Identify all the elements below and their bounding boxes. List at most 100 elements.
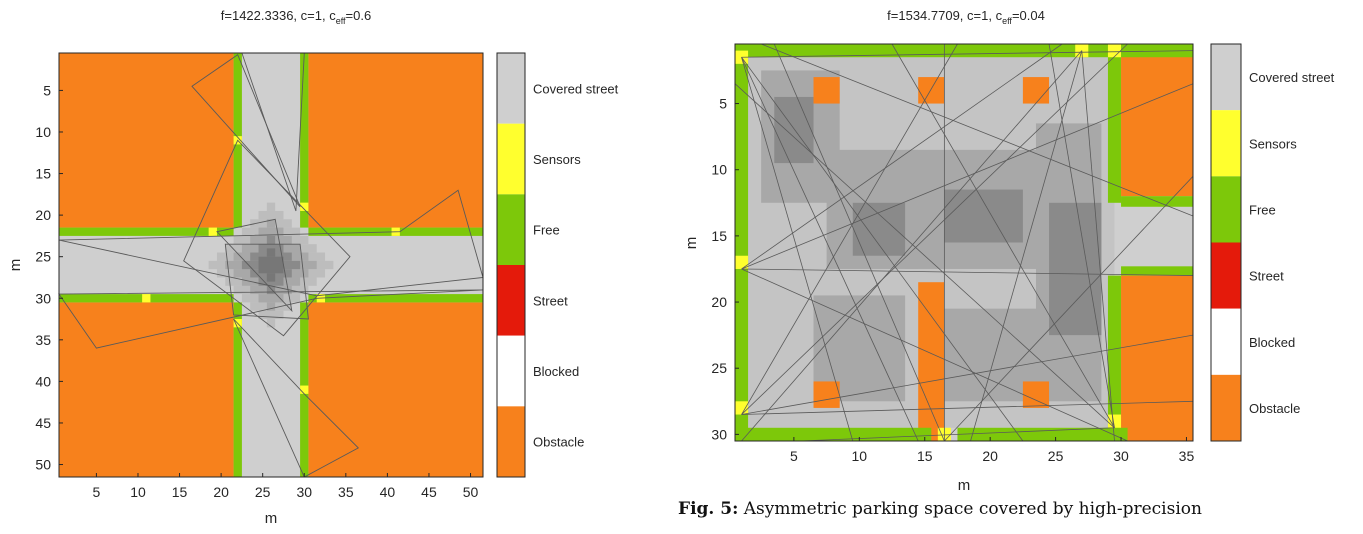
left-coverage-cell (259, 257, 284, 265)
left-free-border (308, 294, 483, 302)
caption-text: Asymmetric parking space covered by high… (738, 499, 1202, 519)
right-parking-strip (918, 282, 944, 441)
left-y-axis-label: m (7, 259, 24, 272)
left-sensor (142, 294, 150, 302)
right-colorbar: Covered street Sensors Free Street Blocked Ob… (1211, 44, 1335, 441)
right-free-border (1121, 266, 1193, 275)
colorbar-label: Street (533, 293, 568, 308)
left-obstacle-se (308, 302, 483, 477)
right-coverage-cell (1049, 203, 1101, 335)
colorbar-segment (1211, 110, 1241, 176)
left-coverage-cell (259, 265, 284, 273)
x-tick-label: 10 (852, 448, 868, 464)
right-free-border (735, 428, 931, 441)
left-colorbar: Covered street Sensors Free Street Blocked Ob… (497, 53, 619, 477)
colorbar-segment (497, 124, 525, 195)
y-tick-label: 35 (35, 332, 51, 348)
right-sensor (1108, 44, 1121, 57)
right-free-border (1108, 44, 1121, 203)
colorbar-label: Covered street (1249, 70, 1335, 85)
x-tick-label: 35 (338, 484, 354, 500)
right-parking-obstacle (1023, 77, 1049, 103)
right-coverage-cell (944, 190, 1023, 243)
colorbar-label: Sensors (1249, 136, 1297, 151)
right-heatmap-figure: f=1534.7709, c=1, ceff=0.04 5 10 15 20 25 30 3… (670, 0, 1363, 500)
colorbar-segment (497, 265, 525, 336)
y-tick-label: 10 (711, 162, 727, 178)
y-tick-label: 5 (719, 96, 727, 112)
colorbar-segment (497, 53, 525, 124)
y-tick-label: 30 (35, 290, 51, 306)
right-parking-obstacle (814, 381, 840, 407)
right-obstacle-ne (1121, 44, 1193, 196)
colorbar-label: Blocked (533, 364, 579, 379)
left-free-border (59, 228, 234, 236)
left-coverage-cell (267, 236, 275, 244)
y-tick-label: 10 (35, 124, 51, 140)
y-tick-label: 20 (35, 207, 51, 223)
y-tick-label: 45 (35, 415, 51, 431)
x-tick-label: 25 (1048, 448, 1064, 464)
y-tick-label: 20 (711, 294, 727, 310)
right-y-axis-label: m (683, 237, 700, 250)
x-tick-label: 30 (1113, 448, 1129, 464)
left-sensor (300, 386, 308, 394)
colorbar-label: Obstacle (1249, 401, 1300, 416)
x-tick-label: 50 (463, 484, 479, 500)
x-tick-label: 10 (130, 484, 146, 500)
colorbar-label: Sensors (533, 152, 581, 167)
colorbar-segment (1211, 176, 1241, 242)
right-obstacle-se (1121, 276, 1193, 441)
y-tick-label: 15 (711, 228, 727, 244)
colorbar-segment (497, 194, 525, 265)
left-coverage-cell (267, 248, 275, 256)
colorbar-label: Street (1249, 269, 1284, 284)
left-coverage-cell (267, 203, 275, 211)
right-sensor (735, 401, 748, 414)
y-tick-label: 50 (35, 457, 51, 473)
figure-caption: Fig. 5: Asymmetric parking space covered… (678, 499, 1358, 519)
x-tick-label: 5 (790, 448, 798, 464)
colorbar-segment (1211, 243, 1241, 309)
x-tick-label: 20 (213, 484, 229, 500)
right-chart-title: f=1534.7709, c=1, ceff=0.04 (887, 8, 1045, 26)
colorbar-segment (497, 336, 525, 407)
colorbar-segment (1211, 309, 1241, 375)
right-parking-obstacle (918, 77, 944, 103)
x-tick-label: 30 (296, 484, 312, 500)
x-tick-label: 35 (1179, 448, 1195, 464)
colorbar-label: Covered street (533, 81, 619, 96)
y-tick-label: 30 (711, 426, 727, 442)
x-tick-label: 5 (93, 484, 101, 500)
left-x-axis-label: m (265, 510, 278, 527)
left-coverage-cell (259, 211, 284, 219)
x-tick-label: 20 (982, 448, 998, 464)
left-obstacle-ne (308, 53, 483, 228)
right-parking-obstacle (814, 77, 840, 103)
colorbar-label: Blocked (1249, 335, 1295, 350)
left-obstacle-nw (59, 53, 234, 228)
y-tick-label: 15 (35, 166, 51, 182)
left-heatmap-figure: f=1422.3336, c=1, ceff=0.6 5 10 15 20 25 30 35… (0, 0, 670, 534)
left-sensor (209, 228, 217, 236)
x-tick-label: 40 (380, 484, 396, 500)
right-map-area (735, 44, 1193, 441)
y-tick-label: 25 (35, 249, 51, 265)
left-chart-title: f=1422.3336, c=1, ceff=0.6 (221, 8, 371, 26)
x-tick-label: 25 (255, 484, 271, 500)
colorbar-segment (497, 406, 525, 477)
x-tick-label: 15 (917, 448, 933, 464)
x-tick-label: 15 (172, 484, 188, 500)
left-free-border (300, 53, 308, 228)
colorbar-label: Free (533, 223, 560, 238)
colorbar-segment (1211, 44, 1241, 110)
right-x-axis-label: m (958, 477, 971, 494)
caption-label: Fig. 5: (678, 499, 738, 519)
y-tick-label: 5 (43, 82, 51, 98)
colorbar-label: Obstacle (533, 435, 584, 450)
right-coverage-cell (774, 97, 813, 163)
right-free-border (735, 44, 1193, 57)
right-coverage-cell (944, 309, 1036, 402)
x-tick-label: 45 (421, 484, 437, 500)
y-tick-label: 40 (35, 373, 51, 389)
